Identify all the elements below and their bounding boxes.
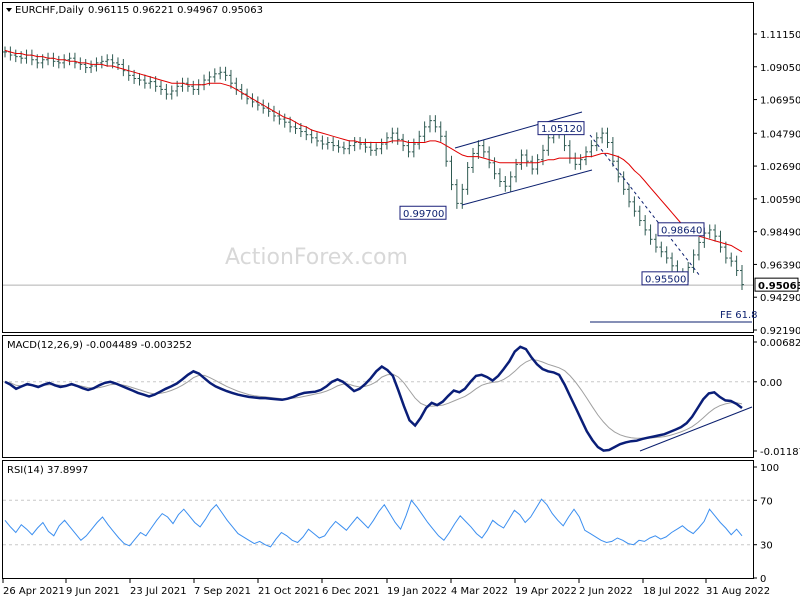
moving-average-layer <box>4 49 743 253</box>
rsi-line-layer <box>4 498 743 548</box>
symbol-label: EURCHF,Daily <box>15 5 84 16</box>
time-axis-label: 6 Dec 2021 <box>322 586 380 597</box>
price-axis-label: 0.92190 <box>760 326 800 337</box>
current-price-label: 0.95063 <box>758 281 800 292</box>
moving-average-line <box>4 49 743 253</box>
time-axis-label: 18 Jul 2022 <box>643 586 700 597</box>
macd-signal-line <box>4 359 743 439</box>
macd-lines-layer <box>4 345 753 452</box>
macd-label: MACD(12,26,9) -0.004489 -0.003252 <box>7 340 192 351</box>
macd-axis-label: 0.00 <box>760 378 782 389</box>
price-axis-label: 0.94290 <box>760 293 800 304</box>
annotation-label: 0.98640 <box>661 225 702 236</box>
rsi-line <box>4 498 743 548</box>
price-axis-label: 1.00590 <box>760 195 800 206</box>
time-axis-label: 4 Mar 2022 <box>451 586 508 597</box>
grid-layer <box>3 284 753 546</box>
rsi-axis-label: 30 <box>760 541 773 552</box>
rsi-axis-label: 70 <box>760 496 773 507</box>
channel-lower-line <box>461 169 593 206</box>
rsi-label: RSI(14) 37.8997 <box>7 465 88 476</box>
rsi-pane <box>2 460 754 579</box>
rsi-axis-label: 100 <box>760 463 779 474</box>
price-axis-label: 1.09050 <box>760 63 800 74</box>
price-axis-label: 1.04790 <box>760 129 800 140</box>
annotation-box <box>537 121 585 136</box>
time-axis-label: 7 Sep 2021 <box>194 586 251 597</box>
macd-axis-label: -0.011874 <box>760 447 800 458</box>
current-price-box <box>754 277 799 292</box>
ohlc-label: 0.96115 0.96221 0.94967 0.95063 <box>88 5 263 16</box>
rsi-axis-label: 0 <box>760 574 766 585</box>
price-axis-label: 1.02690 <box>760 162 800 173</box>
time-axis-label: 9 Jun 2021 <box>66 586 120 597</box>
time-axis-label: 23 Jul 2021 <box>130 586 187 597</box>
fe-label: FE 61.8 <box>720 310 758 321</box>
watermark: ActionForex.com <box>225 245 408 270</box>
macd-pane <box>2 335 754 458</box>
annotation-box <box>657 222 705 237</box>
price-pane <box>2 2 754 333</box>
axis-labels-layer: 1.11150 1.09050 1.06950 1.04790 1.02690 1.005… <box>2 30 800 597</box>
macd-support-line <box>639 406 753 452</box>
time-axis-label: 21 Oct 2021 <box>258 586 320 597</box>
time-axis-label: 31 Aug 2022 <box>706 586 770 597</box>
time-axis-label: 19 Apr 2022 <box>515 586 577 597</box>
projection-dashed-line <box>589 134 701 277</box>
time-axis-label: 26 Apr 2021 <box>3 586 65 597</box>
price-axis-label: 0.96390 <box>760 260 800 271</box>
trend-channel: FE 61.8 <box>454 111 758 323</box>
annotation-label: 0.99700 <box>403 209 444 220</box>
dropdown-triangle-icon <box>6 8 12 12</box>
annotation-label: 1.05120 <box>541 124 582 135</box>
symbol-header: EURCHF,Daily 0.96115 0.96221 0.94967 0.9… <box>6 5 263 16</box>
price-axis-label: 0.98490 <box>760 228 800 239</box>
price-axis-label: 1.11150 <box>760 30 800 41</box>
macd-main-line <box>4 345 743 452</box>
price-axis-label: 1.06950 <box>760 96 800 107</box>
price-annotations: 0.99700 1.05120 0.98640 0.95500 <box>399 121 705 286</box>
annotation-label: 0.95500 <box>645 274 686 285</box>
time-axis-label: 2 Jun 2022 <box>579 586 633 597</box>
time-axis-label: 19 Jan 2022 <box>387 586 447 597</box>
channel-upper-line <box>454 111 583 149</box>
annotation-box <box>399 205 447 220</box>
annotation-box <box>641 271 689 286</box>
macd-axis-label: 0.006823 <box>760 338 800 349</box>
